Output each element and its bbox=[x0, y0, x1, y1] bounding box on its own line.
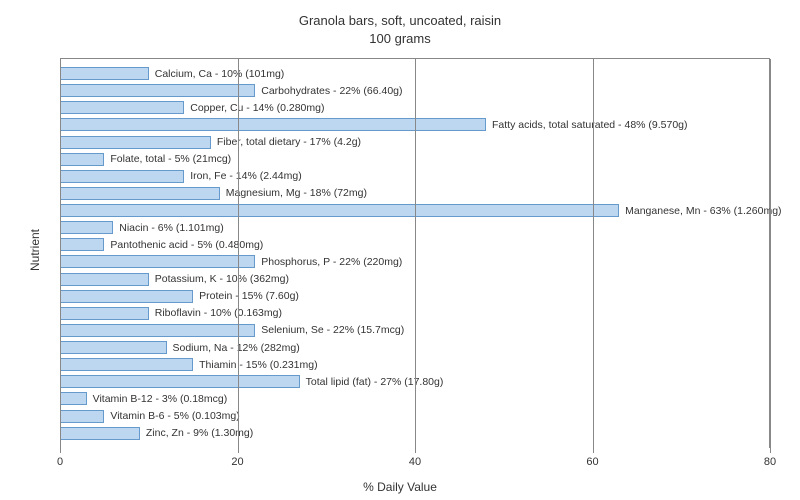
bar-label: Copper, Cu - 14% (0.280mg) bbox=[190, 102, 324, 114]
x-tick-label: 0 bbox=[57, 456, 63, 468]
x-tick-label: 40 bbox=[409, 456, 421, 468]
tick-mark bbox=[60, 448, 61, 453]
bar-label: Riboflavin - 10% (0.163mg) bbox=[155, 307, 282, 319]
bar-label: Vitamin B-6 - 5% (0.103mg) bbox=[110, 410, 239, 422]
tick-mark bbox=[238, 448, 239, 453]
bar-label: Fatty acids, total saturated - 48% (9.57… bbox=[492, 119, 688, 131]
bar bbox=[60, 341, 167, 354]
bar-label: Phosphorus, P - 22% (220mg) bbox=[261, 256, 402, 268]
bar-label: Vitamin B-12 - 3% (0.18mcg) bbox=[93, 393, 228, 405]
bar-label: Manganese, Mn - 63% (1.260mg) bbox=[625, 205, 781, 217]
plot-area: Calcium, Ca - 10% (101mg) Carbohydrates -… bbox=[60, 58, 770, 448]
x-tick-label: 60 bbox=[586, 456, 598, 468]
bar bbox=[60, 84, 255, 97]
gridline bbox=[415, 59, 416, 448]
bar bbox=[60, 221, 113, 234]
bar bbox=[60, 255, 255, 268]
tick-mark bbox=[770, 448, 771, 453]
bar-label: Total lipid (fat) - 27% (17.80g) bbox=[306, 376, 444, 388]
gridline bbox=[238, 59, 239, 448]
bar-label: Niacin - 6% (1.101mg) bbox=[119, 222, 223, 234]
bar bbox=[60, 238, 104, 251]
y-axis-label: Nutrient bbox=[28, 229, 42, 271]
chart-title: Granola bars, soft, uncoated, raisin 100… bbox=[0, 0, 800, 48]
bar bbox=[60, 153, 104, 166]
bar bbox=[60, 118, 486, 131]
bar-label: Protein - 15% (7.60g) bbox=[199, 290, 299, 302]
title-line-2: 100 grams bbox=[369, 31, 430, 46]
bar-label: Folate, total - 5% (21mcg) bbox=[110, 153, 231, 165]
title-line-1: Granola bars, soft, uncoated, raisin bbox=[299, 13, 501, 28]
bar-label: Selenium, Se - 22% (15.7mcg) bbox=[261, 324, 404, 336]
bar bbox=[60, 273, 149, 286]
x-tick-label: 20 bbox=[231, 456, 243, 468]
gridline bbox=[770, 59, 771, 448]
bar bbox=[60, 187, 220, 200]
bar bbox=[60, 204, 619, 217]
bar bbox=[60, 358, 193, 371]
bar-label: Sodium, Na - 12% (282mg) bbox=[173, 342, 300, 354]
x-axis-label: % Daily Value bbox=[363, 480, 437, 494]
tick-mark bbox=[415, 448, 416, 453]
bar bbox=[60, 101, 184, 114]
gridline bbox=[593, 59, 594, 448]
bar-label: Potassium, K - 10% (362mg) bbox=[155, 273, 289, 285]
bar-label: Thiamin - 15% (0.231mg) bbox=[199, 359, 317, 371]
bar-label: Carbohydrates - 22% (66.40g) bbox=[261, 85, 402, 97]
x-tick-label: 80 bbox=[764, 456, 776, 468]
bar bbox=[60, 290, 193, 303]
tick-mark bbox=[593, 448, 594, 453]
bar bbox=[60, 170, 184, 183]
bar bbox=[60, 67, 149, 80]
bar bbox=[60, 324, 255, 337]
bar bbox=[60, 427, 140, 440]
bar bbox=[60, 136, 211, 149]
bar-label: Calcium, Ca - 10% (101mg) bbox=[155, 68, 285, 80]
bar-label: Pantothenic acid - 5% (0.480mg) bbox=[110, 239, 263, 251]
gridline bbox=[60, 59, 61, 448]
bar bbox=[60, 375, 300, 388]
chart-container: Granola bars, soft, uncoated, raisin 100… bbox=[0, 0, 800, 500]
bar bbox=[60, 410, 104, 423]
bar bbox=[60, 307, 149, 320]
bar-label: Iron, Fe - 14% (2.44mg) bbox=[190, 170, 301, 182]
bar bbox=[60, 392, 87, 405]
bar-label: Magnesium, Mg - 18% (72mg) bbox=[226, 187, 367, 199]
